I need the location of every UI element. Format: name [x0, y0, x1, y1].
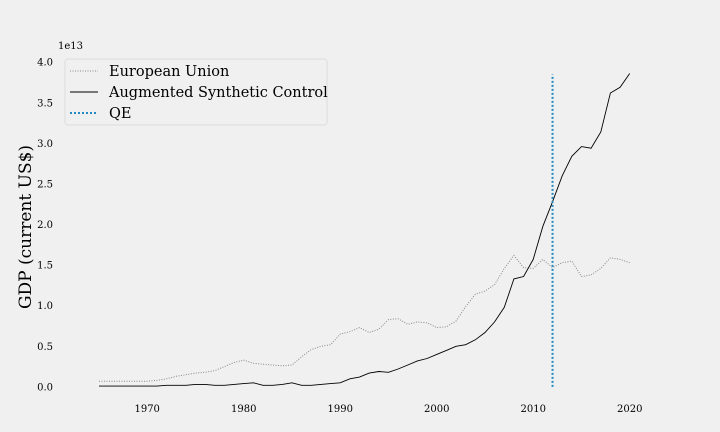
legend-label-augmented-synthetic-control: Augmented Synthetic Control	[108, 85, 328, 101]
y-tick-label: 4.0	[37, 58, 53, 69]
legend-label-qe: QE	[109, 106, 131, 122]
series-line-augmented-synthetic-control	[99, 73, 631, 387]
y-tick-label: 2.0	[37, 220, 53, 231]
x-tick-label: 2010	[521, 404, 546, 415]
legend-box	[64, 58, 328, 126]
y-tick-label: 3.5	[37, 98, 53, 109]
y-tick-label: 3.0	[37, 139, 53, 150]
legend: European Union Augmented Synthetic Contr…	[64, 58, 328, 126]
x-tick-label: 2000	[424, 404, 449, 415]
y-axis-label: GDP (current US$)	[16, 145, 36, 309]
y-tick-label: 1.0	[37, 301, 53, 312]
x-tick-label: 2020	[617, 404, 642, 415]
x-tick-label: 1980	[231, 404, 256, 415]
series-line-european-union	[99, 254, 630, 382]
legend-label-european-union: European Union	[109, 64, 229, 80]
y-tick-label: 1.5	[37, 261, 53, 272]
x-tick-label: 1990	[327, 404, 352, 415]
y-tick-labels: 0.0 0.5 1.0 1.5 2.0 2.5 3.0 3.5 4.0	[37, 58, 53, 394]
y-offset-label: 1e13	[58, 41, 83, 52]
y-tick-label: 0.5	[37, 342, 53, 353]
plot-area	[99, 73, 631, 387]
x-tick-labels: 1970 1980 1990 2000 2010 2020	[134, 404, 642, 415]
y-tick-label: 0.0	[37, 382, 53, 393]
y-tick-label: 2.5	[37, 179, 53, 190]
x-tick-label: 1970	[134, 404, 159, 415]
